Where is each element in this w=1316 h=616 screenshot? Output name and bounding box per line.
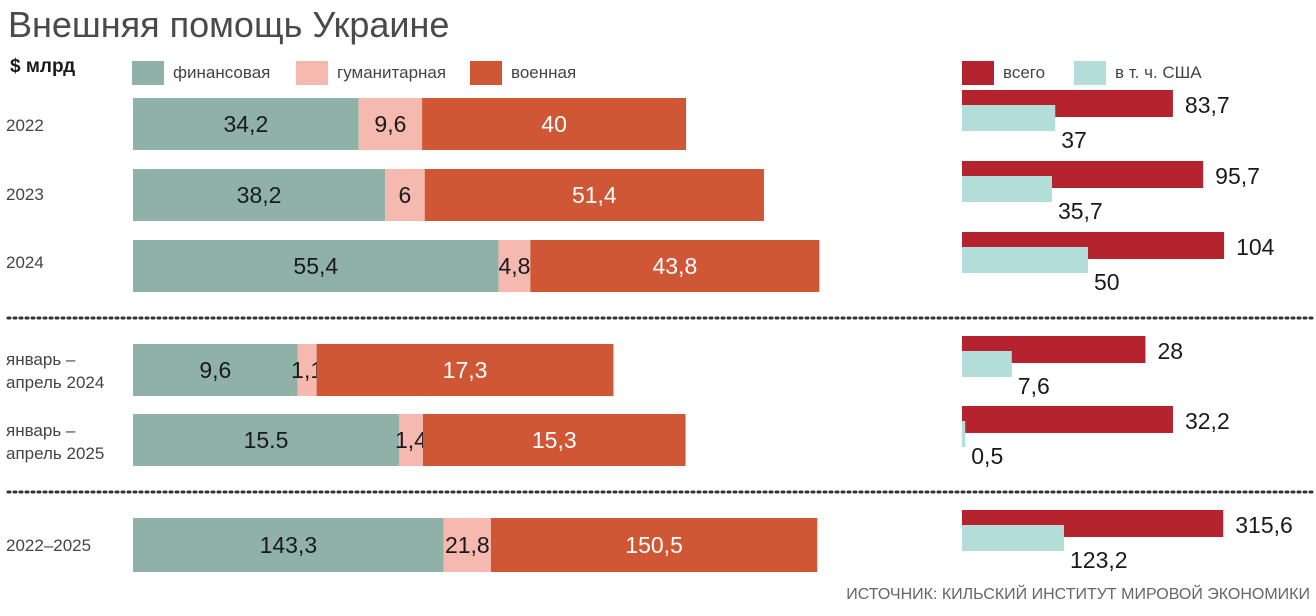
bar-financial-3 <box>133 344 298 396</box>
label-total-3: 28 <box>1157 338 1183 364</box>
row-label-jan-apr-2024: январь – апрель 2024 <box>6 350 105 392</box>
bar-humanitarian-1 <box>385 169 425 221</box>
legend-swatch-financial <box>132 61 164 85</box>
label-usa-3: 7,6 <box>1018 373 1050 399</box>
bar-financial-0 <box>133 98 359 150</box>
legend-financial: финансовая <box>132 60 270 86</box>
row-label-jan-apr-2025: январь – апрель 2025 <box>6 421 105 463</box>
label-financial-5: 143,3 <box>260 532 318 558</box>
label-humanitarian-4: 1,4 <box>395 427 427 453</box>
label-military-1: 51,4 <box>572 182 617 208</box>
label-total-2: 104 <box>1236 234 1275 260</box>
label-usa-4: 0,5 <box>971 443 1003 469</box>
label-usa-5: 123,2 <box>1070 547 1128 573</box>
label-humanitarian-2: 4,8 <box>498 253 530 279</box>
legend-usa: в т. ч. США <box>1074 60 1202 86</box>
legend-swatch-usa <box>1074 61 1106 85</box>
bar-military-2 <box>530 240 820 292</box>
row-label-2022: 2022 <box>6 116 44 135</box>
label-humanitarian-1: 6 <box>399 182 412 208</box>
bar-financial-5 <box>133 518 444 572</box>
chart-title: Внешняя помощь Украине <box>8 4 450 45</box>
label-military-0: 40 <box>541 111 567 137</box>
legend-label-total: всего <box>1003 63 1046 82</box>
bar-humanitarian-4 <box>398 414 424 466</box>
bar-financial-2 <box>133 240 499 292</box>
label-financial-0: 34,2 <box>223 111 268 137</box>
bar-total-4 <box>962 406 1173 433</box>
bar-military-0 <box>422 98 687 150</box>
bar-usa-2 <box>962 247 1088 273</box>
legend-swatch-military <box>470 61 502 85</box>
label-financial-2: 55,4 <box>293 253 338 279</box>
bar-usa-5 <box>962 525 1064 551</box>
legend-military: военная <box>470 60 576 86</box>
label-usa-0: 37 <box>1061 127 1087 153</box>
label-military-5: 150,5 <box>625 532 683 558</box>
label-humanitarian-0: 9,6 <box>374 111 406 137</box>
legend-total: всего <box>962 60 1045 86</box>
label-usa-1: 35,7 <box>1058 198 1103 224</box>
legend-label-usa: в т. ч. США <box>1115 63 1202 82</box>
bar-humanitarian-5 <box>443 518 491 572</box>
label-total-4: 32,2 <box>1185 408 1230 434</box>
row-label-2024: 2024 <box>6 253 44 272</box>
legend-swatch-total <box>962 61 994 85</box>
bar-military-4 <box>423 414 686 466</box>
label-financial-3: 9,6 <box>199 357 231 383</box>
bar-financial-1 <box>133 169 386 221</box>
bar-humanitarian-2 <box>498 240 531 292</box>
label-total-1: 95,7 <box>1215 163 1260 189</box>
label-military-3: 17,3 <box>443 357 488 383</box>
bar-usa-0 <box>962 105 1056 131</box>
bar-usa-1 <box>962 176 1052 202</box>
legend-label-financial: финансовая <box>173 63 271 82</box>
label-military-2: 43,8 <box>652 253 697 279</box>
label-total-5: 315,6 <box>1235 512 1293 538</box>
source-note: ИСТОЧНИК: КИЛЬСКИЙ ИНСТИТУТ МИРОВОЙ ЭКОН… <box>846 586 1310 603</box>
label-total-0: 83,7 <box>1185 92 1230 118</box>
bar-military-1 <box>424 169 764 221</box>
legend-humanitarian: гуманитарная <box>296 60 446 86</box>
legend-swatch-humanitarian <box>296 61 328 85</box>
unit-label: $ млрд <box>10 56 76 77</box>
label-usa-2: 50 <box>1094 269 1120 295</box>
bar-humanitarian-0 <box>358 98 423 150</box>
legend-label-humanitarian: гуманитарная <box>337 63 447 82</box>
bar-humanitarian-3 <box>297 344 317 396</box>
row-label-2022-2025: 2022–2025 <box>6 536 92 555</box>
legend-label-military: военная <box>511 63 577 82</box>
bar-military-3 <box>316 344 614 396</box>
comparison-bars: 83,7 37 95,7 35,7 104 50 28 7,6 32,2 0,5 315,6 123,… <box>962 90 1293 573</box>
bar-usa-3 <box>962 351 1012 377</box>
row-label-2023: 2023 <box>6 185 44 204</box>
bar-military-5 <box>490 518 818 572</box>
bar-financial-4 <box>133 414 399 466</box>
label-military-4: 15,3 <box>532 427 577 453</box>
label-financial-1: 38,2 <box>237 182 282 208</box>
label-humanitarian-5: 21,8 <box>445 532 490 558</box>
label-financial-4: 15.5 <box>244 427 289 453</box>
bar-usa-4 <box>962 421 966 447</box>
